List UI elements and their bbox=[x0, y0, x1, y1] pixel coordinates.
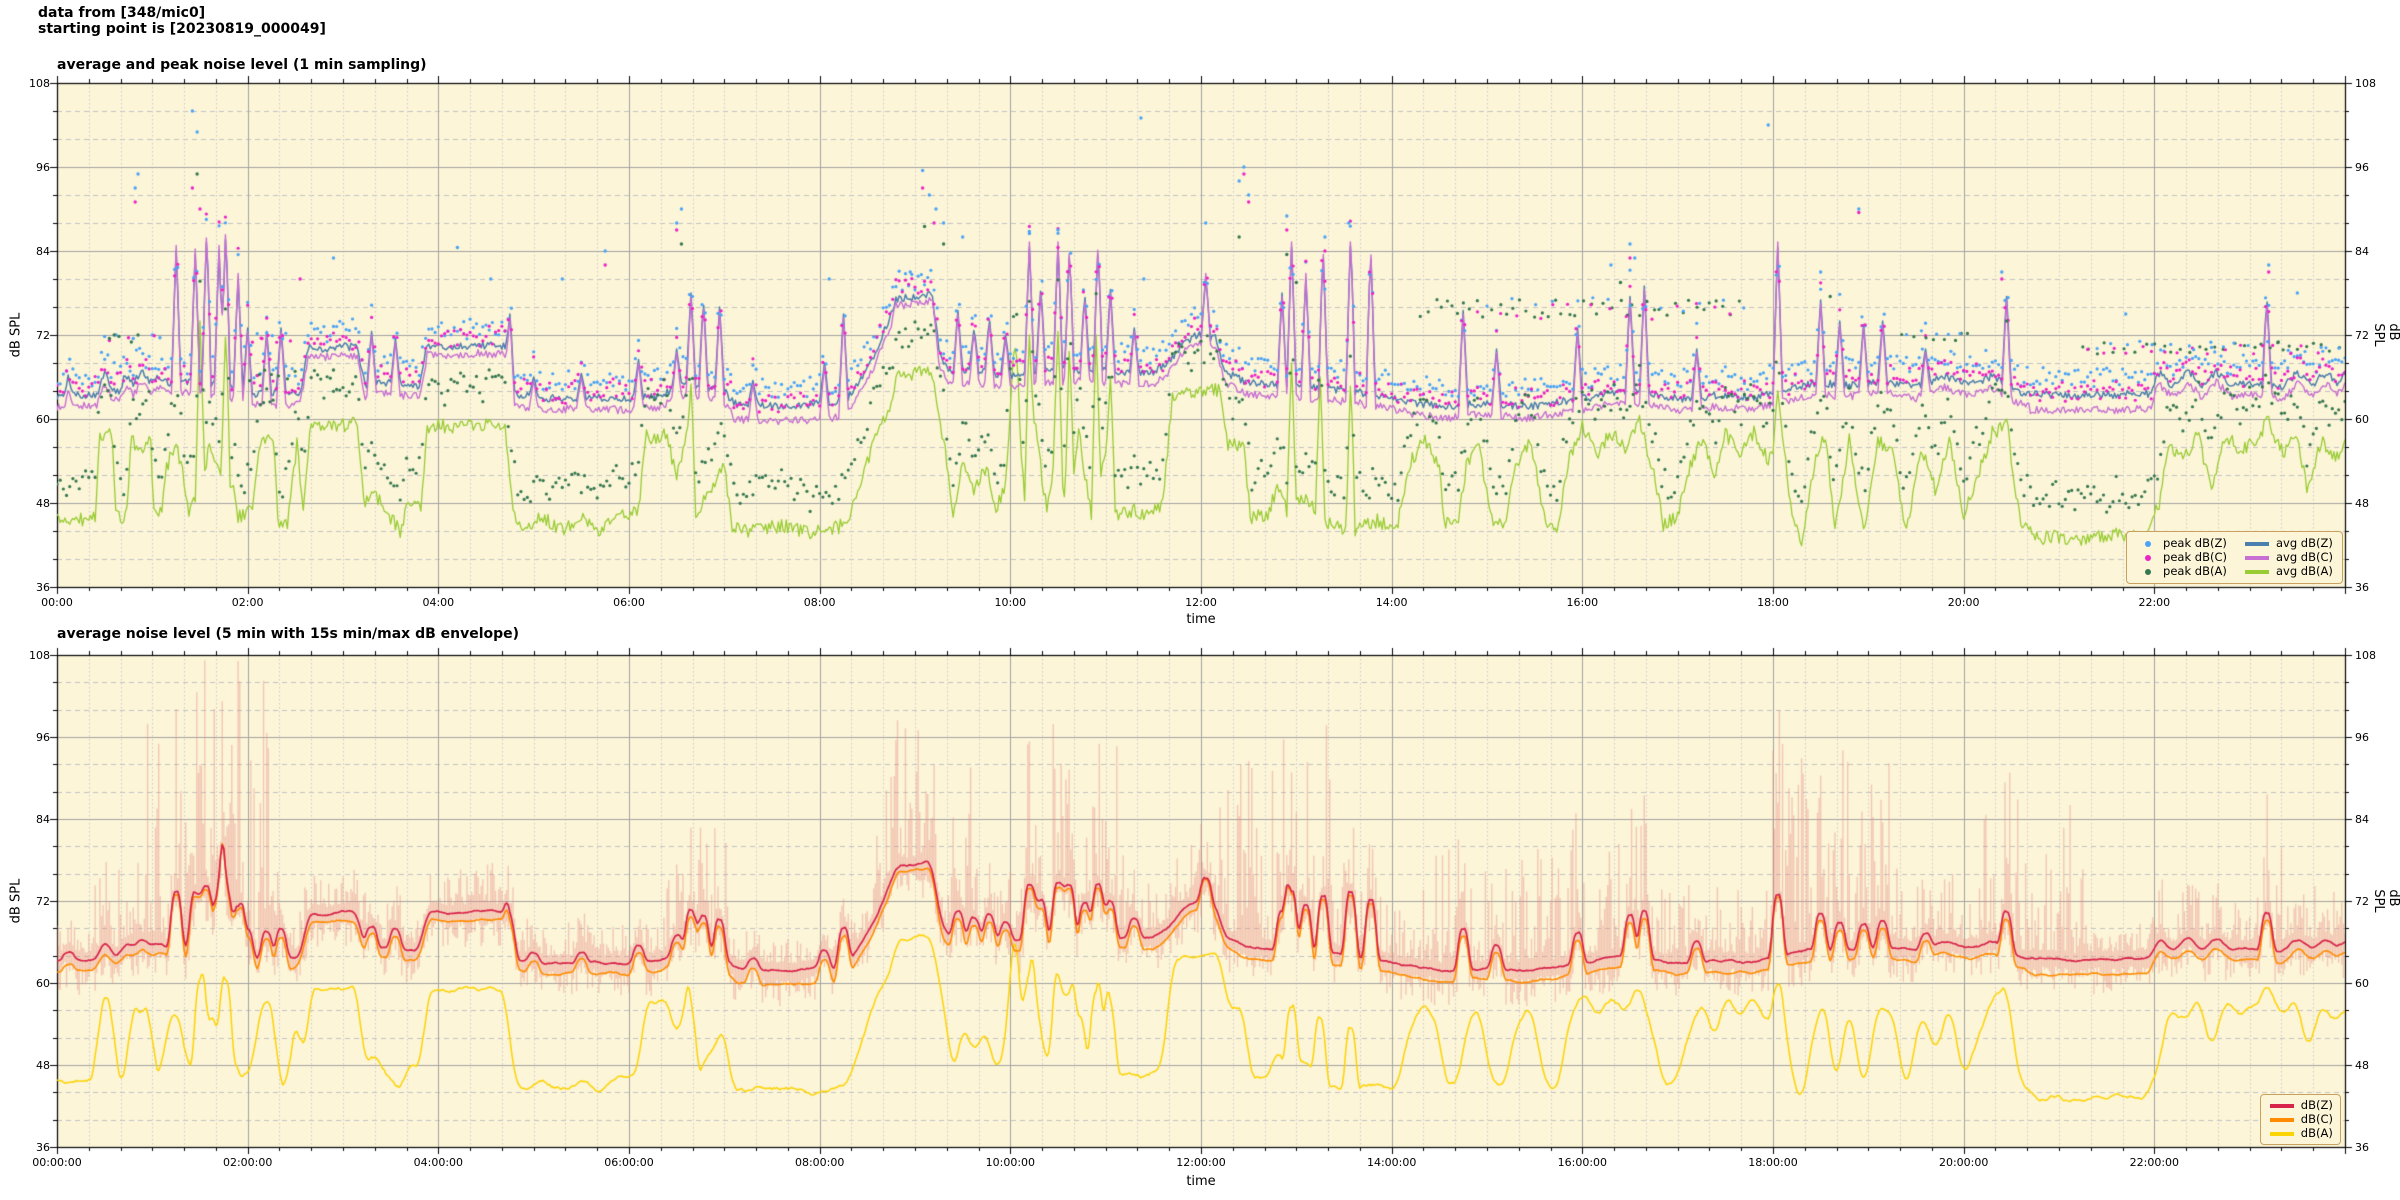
x-tick-label: 04:00 bbox=[422, 596, 455, 609]
legend-dot-marker bbox=[2145, 540, 2152, 547]
legend-item: avg dB(Z) bbox=[2243, 537, 2333, 550]
x-tick-label: 06:00:00 bbox=[604, 1156, 654, 1169]
y2-tick-label: 96 bbox=[2355, 731, 2369, 744]
legend-label: avg dB(A) bbox=[2275, 564, 2333, 578]
y-tick-label: 48 bbox=[36, 1059, 50, 1072]
y-tick-label: 72 bbox=[36, 895, 50, 908]
y-tick-label: 84 bbox=[36, 813, 50, 826]
x-tick-label: 02:00 bbox=[231, 596, 264, 609]
legend-item: dB(C) bbox=[2268, 1113, 2333, 1126]
y2-tick-label: 108 bbox=[2355, 77, 2376, 90]
y2-tick-label: 36 bbox=[2355, 581, 2369, 594]
legend-line-marker bbox=[2269, 1117, 2294, 1122]
header-starting-point: starting point is [20230819_000049] bbox=[38, 21, 326, 37]
y-tick-label: 84 bbox=[36, 245, 50, 258]
legend-label: dB(Z) bbox=[2300, 1098, 2333, 1112]
legend-line-marker bbox=[2244, 541, 2269, 546]
x-tick-label: 10:00:00 bbox=[985, 1156, 1036, 1169]
legend-label: dB(A) bbox=[2300, 1126, 2333, 1140]
y2-tick-label: 36 bbox=[2355, 1141, 2369, 1154]
x-tick-label: 14:00 bbox=[1375, 596, 1408, 609]
x-tick-label: 14:00:00 bbox=[1366, 1156, 1417, 1169]
y2-tick-label: 60 bbox=[2355, 413, 2369, 426]
legend-line-marker bbox=[2244, 555, 2269, 560]
chart1-title: average and peak noise level (1 min samp… bbox=[57, 57, 427, 73]
legend-item: avg dB(A) bbox=[2243, 565, 2333, 578]
x-tick-label: 12:00 bbox=[1185, 596, 1217, 609]
y2-tick-label: 72 bbox=[2355, 895, 2369, 908]
legend-label: avg dB(Z) bbox=[2275, 536, 2333, 550]
y-tick-label: 36 bbox=[36, 1141, 50, 1154]
chart2-legend: dB(Z) dB(C) dB(A) bbox=[2259, 1094, 2341, 1145]
legend-item: dB(Z) bbox=[2268, 1099, 2333, 1112]
x-tick-label: 04:00:00 bbox=[413, 1156, 464, 1169]
y2-tick-label: 84 bbox=[2355, 813, 2369, 826]
x-tick-label: 08:00:00 bbox=[794, 1156, 845, 1169]
y-tick-label: 108 bbox=[29, 77, 50, 90]
x-tick-label: 22:00 bbox=[2138, 596, 2171, 609]
x-tick-label: 06:00 bbox=[613, 596, 645, 609]
y2-tick-label: 108 bbox=[2355, 649, 2376, 662]
x-tick-label: 16:00 bbox=[1566, 596, 1599, 609]
y-tick-label: 60 bbox=[36, 413, 50, 426]
legend-dot-marker bbox=[2145, 568, 2152, 575]
legend-line-marker bbox=[2269, 1131, 2294, 1136]
header-data-source: data from [348/mic0] bbox=[38, 5, 206, 21]
legend-label: peak dB(Z) bbox=[2163, 536, 2227, 550]
x-tick-label: 10:00 bbox=[994, 596, 1027, 609]
y2-tick-label: 60 bbox=[2355, 977, 2369, 990]
legend-item: peak dB(Z) bbox=[2136, 537, 2227, 550]
legend-line-marker bbox=[2244, 569, 2269, 574]
y2-tick-label: 72 bbox=[2355, 329, 2369, 342]
y-tick-label: 48 bbox=[36, 497, 50, 510]
x-tick-label: 00:00:00 bbox=[32, 1156, 82, 1169]
x-tick-label: 00:00 bbox=[41, 596, 73, 609]
legend-item: peak dB(A) bbox=[2136, 565, 2227, 578]
legend-item: dB(A) bbox=[2268, 1127, 2333, 1140]
y-tick-label: 60 bbox=[36, 977, 50, 990]
legend-label: peak dB(C) bbox=[2163, 550, 2227, 564]
y-tick-label: 96 bbox=[36, 731, 50, 744]
y-tick-label: 96 bbox=[36, 161, 50, 174]
legend-item: peak dB(C) bbox=[2136, 551, 2227, 564]
x-tick-label: 18:00:00 bbox=[1748, 1156, 1798, 1169]
y2-tick-label: 84 bbox=[2355, 245, 2369, 258]
y2-tick-label: 48 bbox=[2355, 1059, 2369, 1072]
legend-item: avg dB(C) bbox=[2243, 551, 2333, 564]
y-tick-label: 72 bbox=[36, 329, 50, 342]
x-tick-label: 12:00:00 bbox=[1176, 1156, 1226, 1169]
y2-tick-label: 48 bbox=[2355, 497, 2369, 510]
legend-label: dB(C) bbox=[2300, 1112, 2333, 1126]
chart2-xaxis-label: time bbox=[1186, 1174, 1216, 1189]
chart1-legend: peak dB(Z) avg dB(Z) peak dB(C) avg dB(C) pe… bbox=[2126, 531, 2343, 584]
x-tick-label: 18:00 bbox=[1757, 596, 1789, 609]
x-tick-label: 02:00:00 bbox=[222, 1156, 273, 1169]
chart1-xaxis-label: time bbox=[1186, 612, 1216, 627]
y-tick-label: 36 bbox=[36, 581, 50, 594]
legend-label: peak dB(A) bbox=[2163, 564, 2227, 578]
x-tick-label: 20:00 bbox=[1947, 596, 1980, 609]
x-tick-label: 16:00:00 bbox=[1557, 1156, 1608, 1169]
x-tick-label: 20:00:00 bbox=[1938, 1156, 1989, 1169]
x-tick-label: 22:00:00 bbox=[2129, 1156, 2180, 1169]
y-tick-label: 108 bbox=[29, 649, 50, 662]
chart2-title: average noise level (5 min with 15s min/… bbox=[57, 626, 520, 642]
legend-label: avg dB(C) bbox=[2275, 550, 2333, 564]
legend-line-marker bbox=[2269, 1103, 2294, 1108]
legend-dot-marker bbox=[2145, 554, 2152, 561]
y2-tick-label: 96 bbox=[2355, 161, 2369, 174]
x-tick-label: 08:00 bbox=[803, 596, 836, 609]
